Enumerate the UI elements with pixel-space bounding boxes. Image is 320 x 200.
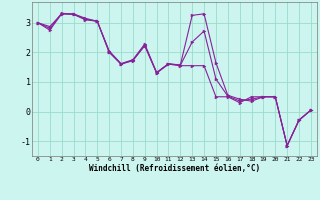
X-axis label: Windchill (Refroidissement éolien,°C): Windchill (Refroidissement éolien,°C) <box>89 164 260 173</box>
